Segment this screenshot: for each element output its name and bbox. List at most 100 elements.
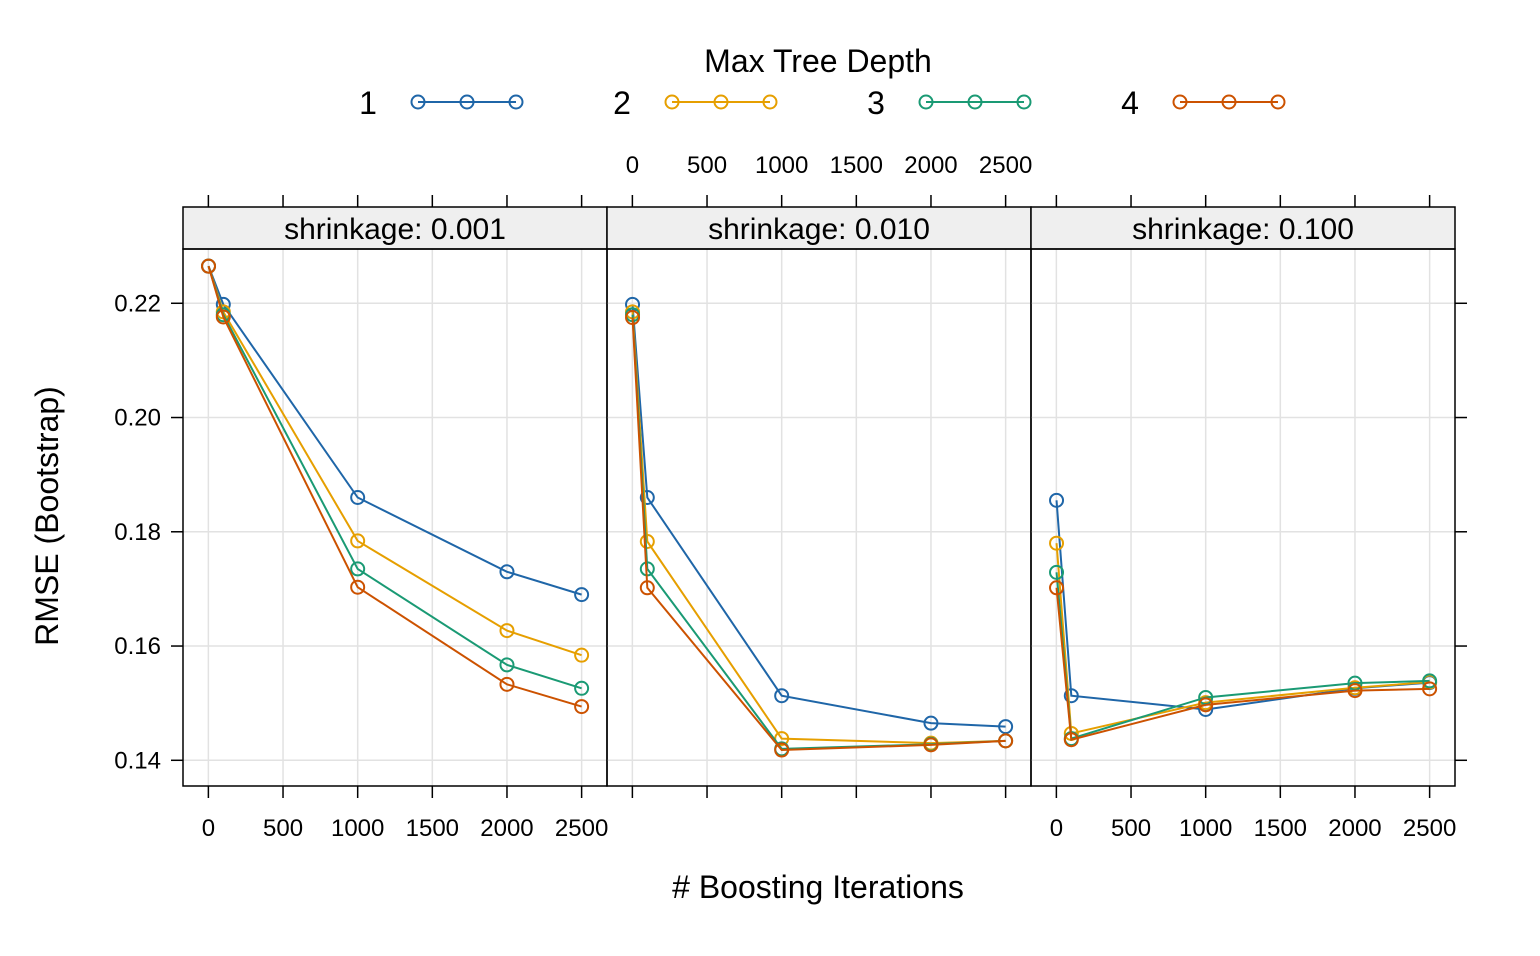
legend-label: 2 xyxy=(613,85,631,121)
data-point xyxy=(625,310,641,326)
data-point xyxy=(998,719,1014,735)
panel: shrinkage: 0.100 0 500 1000 1500 2000 2500 xyxy=(1030,195,1456,842)
legend-marker xyxy=(713,94,729,110)
data-point xyxy=(1049,580,1065,596)
y-tick-label: 0.20 xyxy=(114,405,161,432)
series-line xyxy=(631,317,1006,752)
y-axis-label: RMSE (Bootstrap) xyxy=(29,386,65,646)
x-axis-label: # Boosting Iterations xyxy=(672,869,964,905)
panel-strip xyxy=(606,206,1032,250)
x-tick-label: 1500 xyxy=(406,815,459,842)
x-tick-label: 1000 xyxy=(1179,815,1232,842)
data-point xyxy=(499,676,515,692)
data-point xyxy=(215,309,231,325)
panel-frame xyxy=(1030,248,1456,787)
series-line xyxy=(631,304,1006,728)
x-tick-label: 2000 xyxy=(904,152,957,179)
x-tick-label: 2500 xyxy=(555,815,608,842)
data-point xyxy=(574,699,590,715)
data-point xyxy=(1347,683,1363,699)
x-tick-label: 1000 xyxy=(331,815,384,842)
y-tick-label: 0.18 xyxy=(114,519,161,546)
legend-title: Max Tree Depth xyxy=(704,43,932,79)
data-point xyxy=(1198,697,1214,713)
data-point xyxy=(639,533,655,549)
x-tick-label: 1500 xyxy=(1254,815,1307,842)
legend-marker xyxy=(1270,94,1286,110)
series-line xyxy=(207,265,582,708)
data-point xyxy=(574,647,590,663)
data-point xyxy=(639,580,655,596)
data-point xyxy=(639,490,655,506)
x-tick-label: 0 xyxy=(626,152,639,179)
data-point xyxy=(1049,535,1065,551)
series-line xyxy=(1055,572,1430,740)
panel-strip-label: shrinkage: 0.001 xyxy=(284,213,506,246)
legend-marker xyxy=(967,94,983,110)
data-point xyxy=(499,564,515,580)
x-tick-label: 1000 xyxy=(755,152,808,179)
legend-label: 1 xyxy=(359,85,377,121)
series-line xyxy=(631,311,1006,745)
x-tick-label: 2000 xyxy=(1328,815,1381,842)
data-point xyxy=(998,733,1014,749)
legend-marker xyxy=(1221,94,1237,110)
legend-label: 4 xyxy=(1121,85,1139,121)
x-tick-label: 2000 xyxy=(480,815,533,842)
x-tick-label: 500 xyxy=(1111,815,1151,842)
series-line xyxy=(1055,543,1430,735)
data-point xyxy=(350,490,366,506)
data-point xyxy=(1049,564,1065,580)
data-point xyxy=(1063,732,1079,748)
panel: shrinkage: 0.001 0 500 1000 1500 2000 2500 xyxy=(182,195,608,842)
y-tick-label: 0.22 xyxy=(114,290,161,317)
panel-frame xyxy=(182,248,608,787)
series-line xyxy=(207,265,582,596)
legend: Max Tree Depth 1 2 3 4 xyxy=(359,43,1286,121)
legend-marker xyxy=(459,94,475,110)
x-tick-label: 1500 xyxy=(830,152,883,179)
data-point xyxy=(499,657,515,673)
data-point xyxy=(201,258,217,274)
data-point xyxy=(350,533,366,549)
data-point xyxy=(350,561,366,577)
legend-marker xyxy=(508,94,524,110)
panel-strip-label: shrinkage: 0.100 xyxy=(1132,213,1354,246)
data-point xyxy=(1049,492,1065,508)
x-tick-label: 0 xyxy=(202,815,215,842)
data-point xyxy=(774,688,790,704)
data-point xyxy=(1422,673,1438,689)
data-point xyxy=(774,742,790,758)
panel-strip-label: shrinkage: 0.010 xyxy=(708,213,930,246)
x-tick-label: 0 xyxy=(1050,815,1063,842)
series-line xyxy=(207,265,582,690)
legend-label: 3 xyxy=(867,85,885,121)
data-point xyxy=(350,579,366,595)
x-tick-label: 500 xyxy=(263,815,303,842)
y-axis: 0.14 0.16 0.18 0.20 0.22 xyxy=(114,290,1467,774)
legend-marker xyxy=(762,94,778,110)
legend-marker xyxy=(1016,94,1032,110)
panel-strip xyxy=(1030,206,1456,250)
data-point xyxy=(499,623,515,639)
data-point xyxy=(1422,681,1438,697)
legend-marker xyxy=(1172,94,1188,110)
data-point xyxy=(923,715,939,731)
x-tick-label: 500 xyxy=(687,152,727,179)
data-point xyxy=(923,737,939,753)
y-tick-label: 0.14 xyxy=(114,747,161,774)
series-line xyxy=(1055,587,1430,741)
data-point xyxy=(574,680,590,696)
legend-marker xyxy=(410,94,426,110)
data-point xyxy=(574,587,590,603)
panel: shrinkage: 0.010 0 500 1000 1500 2000 2500 xyxy=(606,152,1032,798)
y-tick-label: 0.16 xyxy=(114,633,161,660)
legend-marker xyxy=(664,94,680,110)
data-point xyxy=(1063,688,1079,704)
panel-frame xyxy=(606,248,1032,787)
legend-marker xyxy=(918,94,934,110)
x-tick-label: 2500 xyxy=(979,152,1032,179)
